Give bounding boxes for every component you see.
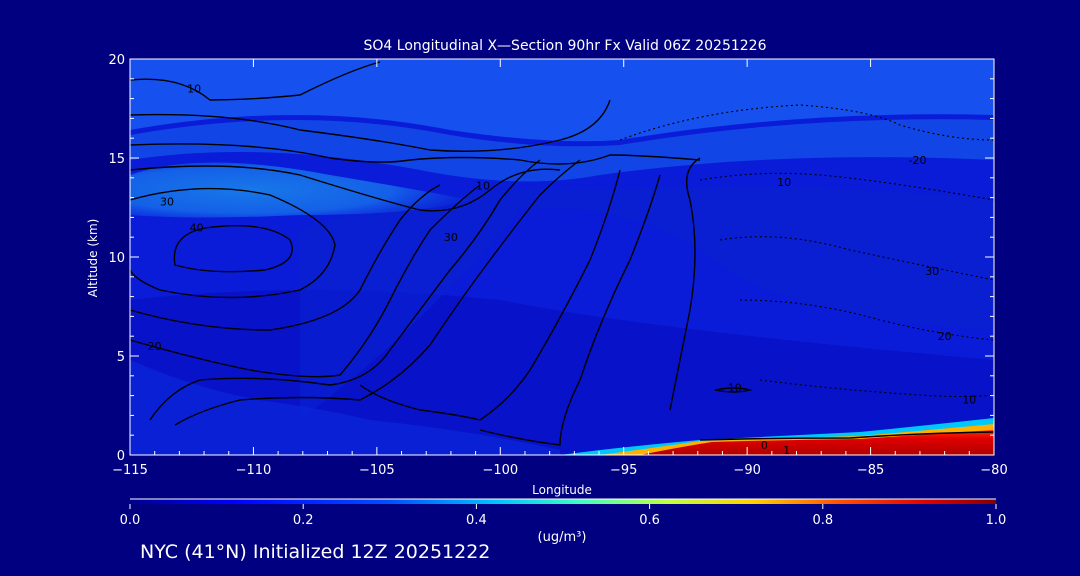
y-tick-label: 0 (117, 449, 125, 464)
fill-upper-band (130, 59, 994, 142)
contour-label: 10 (728, 382, 742, 395)
x-tick-label: −100 (482, 463, 518, 478)
x-tick-label: −85 (857, 463, 884, 478)
contour-line (130, 184, 481, 378)
contour-label: 20 (148, 340, 162, 353)
contour-line (759, 379, 994, 398)
fill-upper-band-2 (130, 119, 994, 182)
contour-label: 0 (761, 439, 768, 452)
contour-label: 20 (938, 330, 952, 343)
contour-line (699, 172, 994, 201)
colorbar-ticks: 0.0 0.2 0.4 0.6 0.8 1.0 (120, 504, 1007, 528)
contour-line (359, 169, 621, 421)
contour-label: 30 (925, 265, 939, 278)
colorbar-label: (ug/m³) (538, 530, 587, 545)
fill-low-left (130, 360, 560, 455)
colorbar-tick-label: 1.0 (986, 513, 1007, 528)
contour-line (699, 431, 994, 441)
contour-line (130, 184, 441, 331)
y-tick-label: 10 (108, 251, 125, 266)
contour-label: 30 (444, 231, 458, 244)
contour-line (130, 165, 561, 212)
x-axis-ticks: −115 −110 −105 −100 −95 −90 −85 −80 (112, 59, 1008, 478)
x-tick-label: −115 (112, 463, 148, 478)
colorbar-tick-label: 0.0 (120, 513, 141, 528)
contour-line (739, 299, 994, 341)
contour-label: 10 (962, 394, 976, 407)
contour-labels: 10 10 10 30 40 30 20 -20 30 20 10 10 0 1 (148, 83, 977, 457)
x-tick-label: −95 (610, 463, 637, 478)
contour-line (173, 225, 293, 273)
contour-lines (130, 61, 994, 446)
contour-label: -20 (908, 154, 926, 167)
contour-label: 30 (160, 196, 174, 209)
y-tick-label: 5 (117, 350, 125, 365)
colorbar-tick-label: 0.6 (639, 513, 660, 528)
contour-line (149, 159, 541, 421)
contour-line (479, 174, 661, 446)
contour-label: 10 (187, 83, 201, 96)
x-tick-label: −90 (733, 463, 760, 478)
chart-title: SO4 Longitudinal X—Section 90hr Fx Valid… (364, 38, 767, 54)
contour-label: 40 (190, 221, 204, 234)
contour-line (130, 143, 701, 165)
fill-jet-core (130, 162, 470, 218)
contour-line (130, 99, 611, 152)
contour-label: 1 (783, 444, 790, 457)
fill-mid-region (300, 186, 994, 420)
contour-line (669, 157, 701, 411)
contour-line (719, 236, 994, 281)
x-tick-label: −80 (980, 463, 1007, 478)
plot-area (130, 59, 994, 455)
fill-surface-plume-core (640, 430, 994, 455)
run-info-footer: NYC (41°N) Initialized 12Z 20251222 (140, 541, 491, 563)
x-tick-label: −110 (236, 463, 272, 478)
colorbar: 0.0 0.2 0.4 0.6 0.8 1.0 (ug/m³) (120, 498, 1007, 545)
colorbar-ramp (130, 499, 996, 504)
contour-line (174, 159, 581, 426)
x-tick-label: −105 (359, 463, 395, 478)
colorbar-tick-label: 0.4 (466, 513, 487, 528)
y-tick-label: 15 (108, 152, 125, 167)
contour-line (714, 387, 753, 393)
colorbar-tick-label: 0.2 (293, 513, 314, 528)
x-axis-title: Longitude (532, 483, 592, 497)
contour-line (130, 61, 381, 101)
contour-label: 10 (476, 180, 490, 193)
contour-label: 10 (777, 176, 791, 189)
y-tick-label: 20 (108, 53, 125, 68)
y-axis-title: Altitude (km) (86, 219, 100, 298)
contour-line (130, 187, 336, 299)
colorbar-tick-label: 0.8 (812, 513, 833, 528)
